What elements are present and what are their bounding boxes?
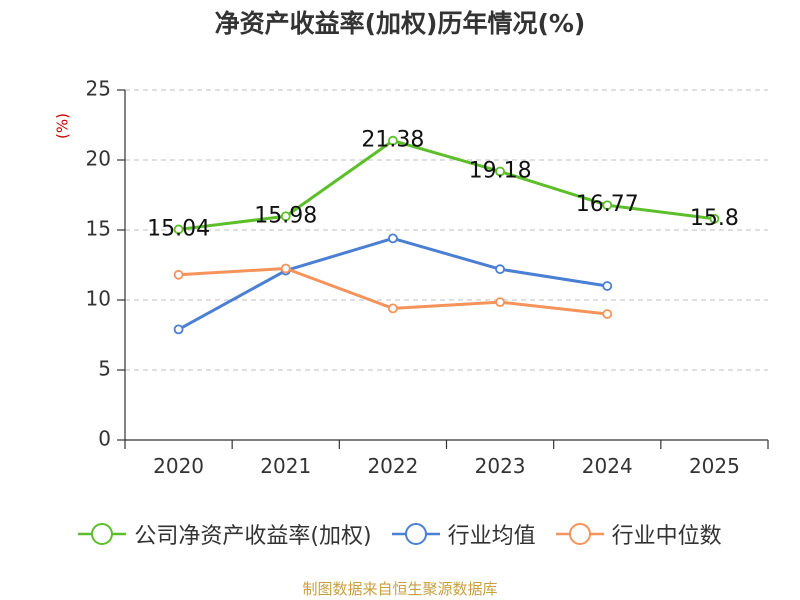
y-axis-label: (%) xyxy=(54,113,72,139)
legend-item[interactable]: 行业均值 xyxy=(391,518,536,550)
data-label: 15.8 xyxy=(690,206,739,231)
series-line xyxy=(177,236,608,331)
data-point xyxy=(602,309,613,319)
legend-item[interactable]: 公司净资产收益率(加权) xyxy=(78,518,372,550)
series xyxy=(173,135,720,335)
chart-title: 净资产收益率(加权)历年情况(%) xyxy=(214,9,586,38)
x-tick-label: 2023 xyxy=(475,454,526,478)
data-point xyxy=(173,324,184,335)
data-label: 19.18 xyxy=(469,158,532,183)
legend: 公司净资产收益率(加权) 行业均值 行业中位数 xyxy=(0,518,800,550)
data-point xyxy=(602,281,613,291)
legend-swatch xyxy=(78,523,127,545)
x-tick-label: 2025 xyxy=(689,454,740,478)
data-point xyxy=(495,297,505,308)
data-point xyxy=(495,264,505,275)
data-point xyxy=(709,213,720,224)
data-point xyxy=(602,200,613,211)
data-label: 21.38 xyxy=(361,128,424,153)
data-labels: 15.04 15.98 21.38 19.18 16.77 15.8 xyxy=(147,128,739,242)
data-label: 15.98 xyxy=(254,203,317,228)
legend-swatch xyxy=(391,523,440,545)
x-tick-label: 2021 xyxy=(260,454,311,478)
data-point xyxy=(173,224,184,235)
legend-swatch xyxy=(555,523,604,545)
legend-label: 行业均值 xyxy=(447,524,536,549)
data-label: 15.04 xyxy=(147,216,210,241)
y-tick-label: 20 xyxy=(86,147,111,171)
series-line xyxy=(178,139,715,231)
y-tick-label: 25 xyxy=(86,77,111,101)
data-point xyxy=(173,269,184,280)
y-tick-label: 15 xyxy=(86,217,111,241)
y-tick-label: 5 xyxy=(98,357,111,381)
x-tick-label: 2022 xyxy=(367,454,418,478)
x-tick-label: 2020 xyxy=(153,454,204,478)
source-note: 制图数据来自恒生聚源数据库 xyxy=(302,580,498,598)
data-point xyxy=(280,211,291,222)
y-tick-label: 10 xyxy=(86,287,111,311)
x-tick-label: 2024 xyxy=(582,454,633,478)
data-point xyxy=(388,303,398,314)
data-point xyxy=(280,263,291,274)
legend-item[interactable]: 行业中位数 xyxy=(555,518,722,550)
y-tick-label: 0 xyxy=(98,427,111,451)
data-point xyxy=(388,135,398,146)
data-point xyxy=(388,233,398,244)
legend-label: 公司净资产收益率(加权) xyxy=(134,524,372,549)
gridlines xyxy=(125,89,768,371)
legend-label: 行业中位数 xyxy=(611,524,722,549)
data-point xyxy=(495,166,505,177)
data-label: 16.77 xyxy=(576,192,639,217)
